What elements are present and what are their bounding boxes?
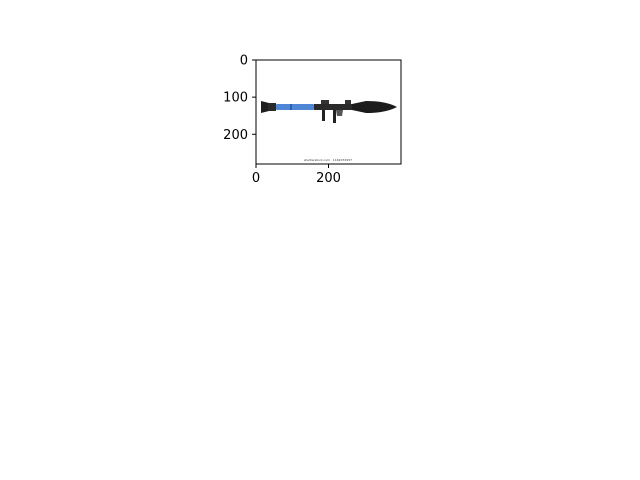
rocket-launcher-icon [261, 100, 397, 123]
x-axis: 0 200 [252, 164, 341, 186]
y-tick-label: 0 [240, 54, 248, 69]
watermark: shutterstock.com · 1162072957 [304, 158, 352, 162]
y-axis: 0 100 200 [223, 54, 256, 143]
axes: shutterstock.com · 1162072957 0 200 0 100 2… [223, 54, 402, 186]
y-tick-label: 200 [223, 128, 248, 143]
y-tick-label: 100 [223, 91, 248, 106]
image-content: shutterstock.com · 1162072957 [256, 60, 401, 164]
x-tick-label: 0 [252, 171, 260, 186]
x-tick-label: 200 [316, 171, 341, 186]
